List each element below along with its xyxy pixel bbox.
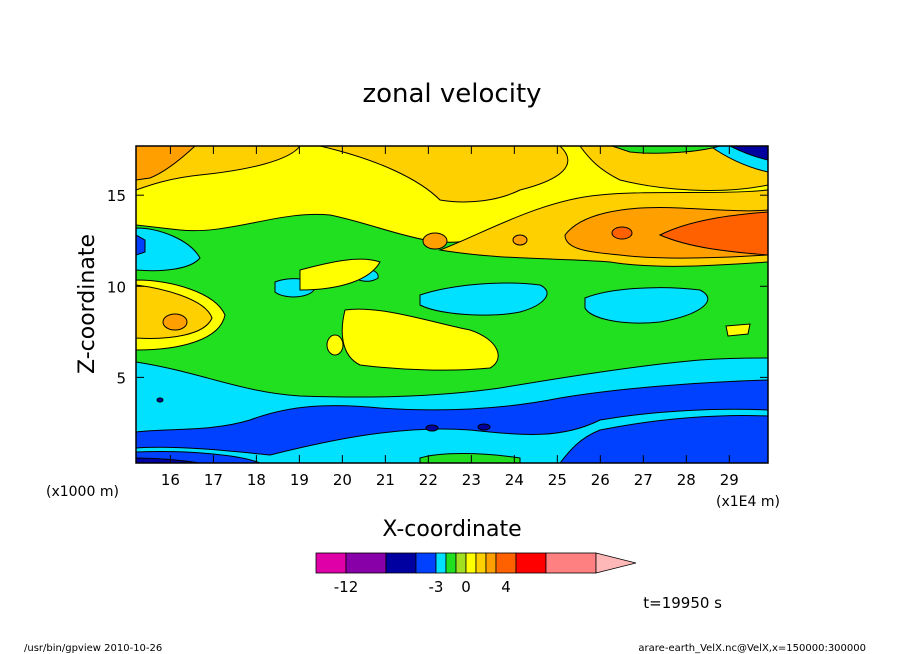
footer-left: /usr/bin/gpview 2010-10-26	[24, 643, 162, 654]
colorbar-tick-label: 0	[461, 578, 471, 596]
x-tick-label: 20	[333, 471, 352, 489]
chart-title: zonal velocity	[362, 79, 541, 109]
x-tick-label: 23	[462, 471, 481, 489]
colorbar-swatch	[315, 552, 347, 574]
colorbar-extension	[595, 552, 637, 574]
colorbar-swatch	[545, 552, 597, 574]
x-tick-label: 25	[548, 471, 567, 489]
x-tick-label: 18	[247, 471, 266, 489]
colorbar-swatch	[485, 552, 497, 574]
x-tick-label: 27	[634, 471, 653, 489]
footer-right: arare-earth_VelX.nc@VelX,x=150000:300000	[638, 643, 866, 654]
colorbar-swatch	[345, 552, 387, 574]
y-axis: 5 10 15	[107, 187, 768, 387]
contour-field	[136, 146, 768, 463]
colorbar	[315, 552, 637, 574]
colorbar-ticks: -12 -3 0 4	[334, 578, 511, 596]
colorbar-swatch	[495, 552, 517, 574]
time-label: t=19950 s	[643, 594, 722, 612]
colorbar-tick-label: -12	[334, 578, 359, 596]
x-tick-label: 29	[720, 471, 739, 489]
x-tick-label: 19	[290, 471, 309, 489]
x-tick-label: 16	[161, 471, 180, 489]
colorbar-swatch	[475, 552, 487, 574]
x-tick-label: 26	[591, 471, 610, 489]
colorbar-swatch	[445, 552, 457, 574]
colorbar-swatch	[435, 552, 447, 574]
x-tick-label: 24	[505, 471, 524, 489]
colorbar-swatch	[515, 552, 547, 574]
colorbar-tick-label: -3	[429, 578, 444, 596]
x-tick-label: 21	[376, 471, 395, 489]
colorbar-swatch	[465, 552, 477, 574]
colorbar-swatch	[455, 552, 467, 574]
x-scale-label: (x1E4 m)	[716, 494, 780, 510]
plot-frame	[135, 145, 769, 464]
x-tick-label: 28	[677, 471, 696, 489]
y-tick-label: 15	[107, 187, 126, 205]
x-axis: 16 17 18 19 20 21 22 23 24 25 26 27 28 29	[161, 146, 739, 489]
y-axis-label: Z-coordinate	[75, 234, 100, 374]
x-axis-label: X-coordinate	[382, 517, 521, 542]
x-tick-label: 17	[204, 471, 223, 489]
y-tick-label: 5	[116, 369, 126, 387]
colorbar-tick-label: 4	[501, 578, 511, 596]
y-tick-label: 10	[107, 278, 126, 296]
y-scale-label: (x1000 m)	[46, 484, 119, 500]
x-tick-label: 22	[419, 471, 438, 489]
colorbar-swatch	[385, 552, 417, 574]
colorbar-swatch	[415, 552, 437, 574]
